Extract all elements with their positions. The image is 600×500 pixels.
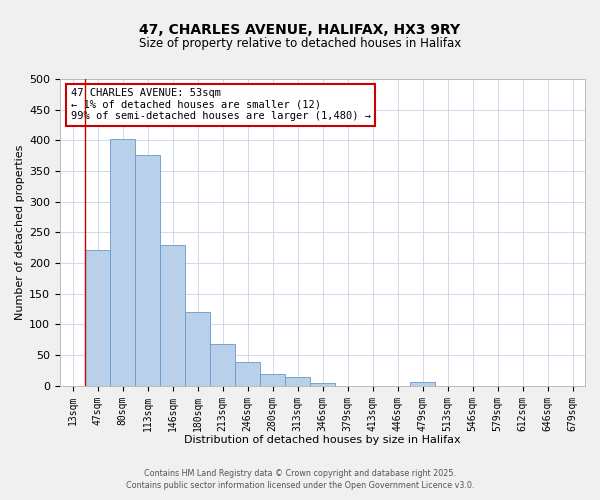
Bar	[160, 244, 185, 386]
Bar	[85, 250, 110, 386]
Bar	[260, 374, 285, 386]
X-axis label: Distribution of detached houses by size in Halifax: Distribution of detached houses by size …	[184, 435, 461, 445]
Y-axis label: Number of detached properties: Number of detached properties	[15, 144, 25, 320]
Bar	[410, 382, 435, 386]
Bar	[135, 155, 160, 386]
Text: 47, CHARLES AVENUE, HALIFAX, HX3 9RY: 47, CHARLES AVENUE, HALIFAX, HX3 9RY	[139, 22, 461, 36]
Text: Contains public sector information licensed under the Open Government Licence v3: Contains public sector information licen…	[126, 481, 474, 490]
Bar	[110, 138, 135, 386]
Bar	[185, 312, 210, 386]
Bar	[285, 376, 310, 386]
Text: 47 CHARLES AVENUE: 53sqm
← 1% of detached houses are smaller (12)
99% of semi-de: 47 CHARLES AVENUE: 53sqm ← 1% of detache…	[71, 88, 371, 122]
Bar	[235, 362, 260, 386]
Text: Contains HM Land Registry data © Crown copyright and database right 2025.: Contains HM Land Registry data © Crown c…	[144, 468, 456, 477]
Bar	[210, 344, 235, 386]
Bar	[310, 383, 335, 386]
Text: Size of property relative to detached houses in Halifax: Size of property relative to detached ho…	[139, 38, 461, 51]
